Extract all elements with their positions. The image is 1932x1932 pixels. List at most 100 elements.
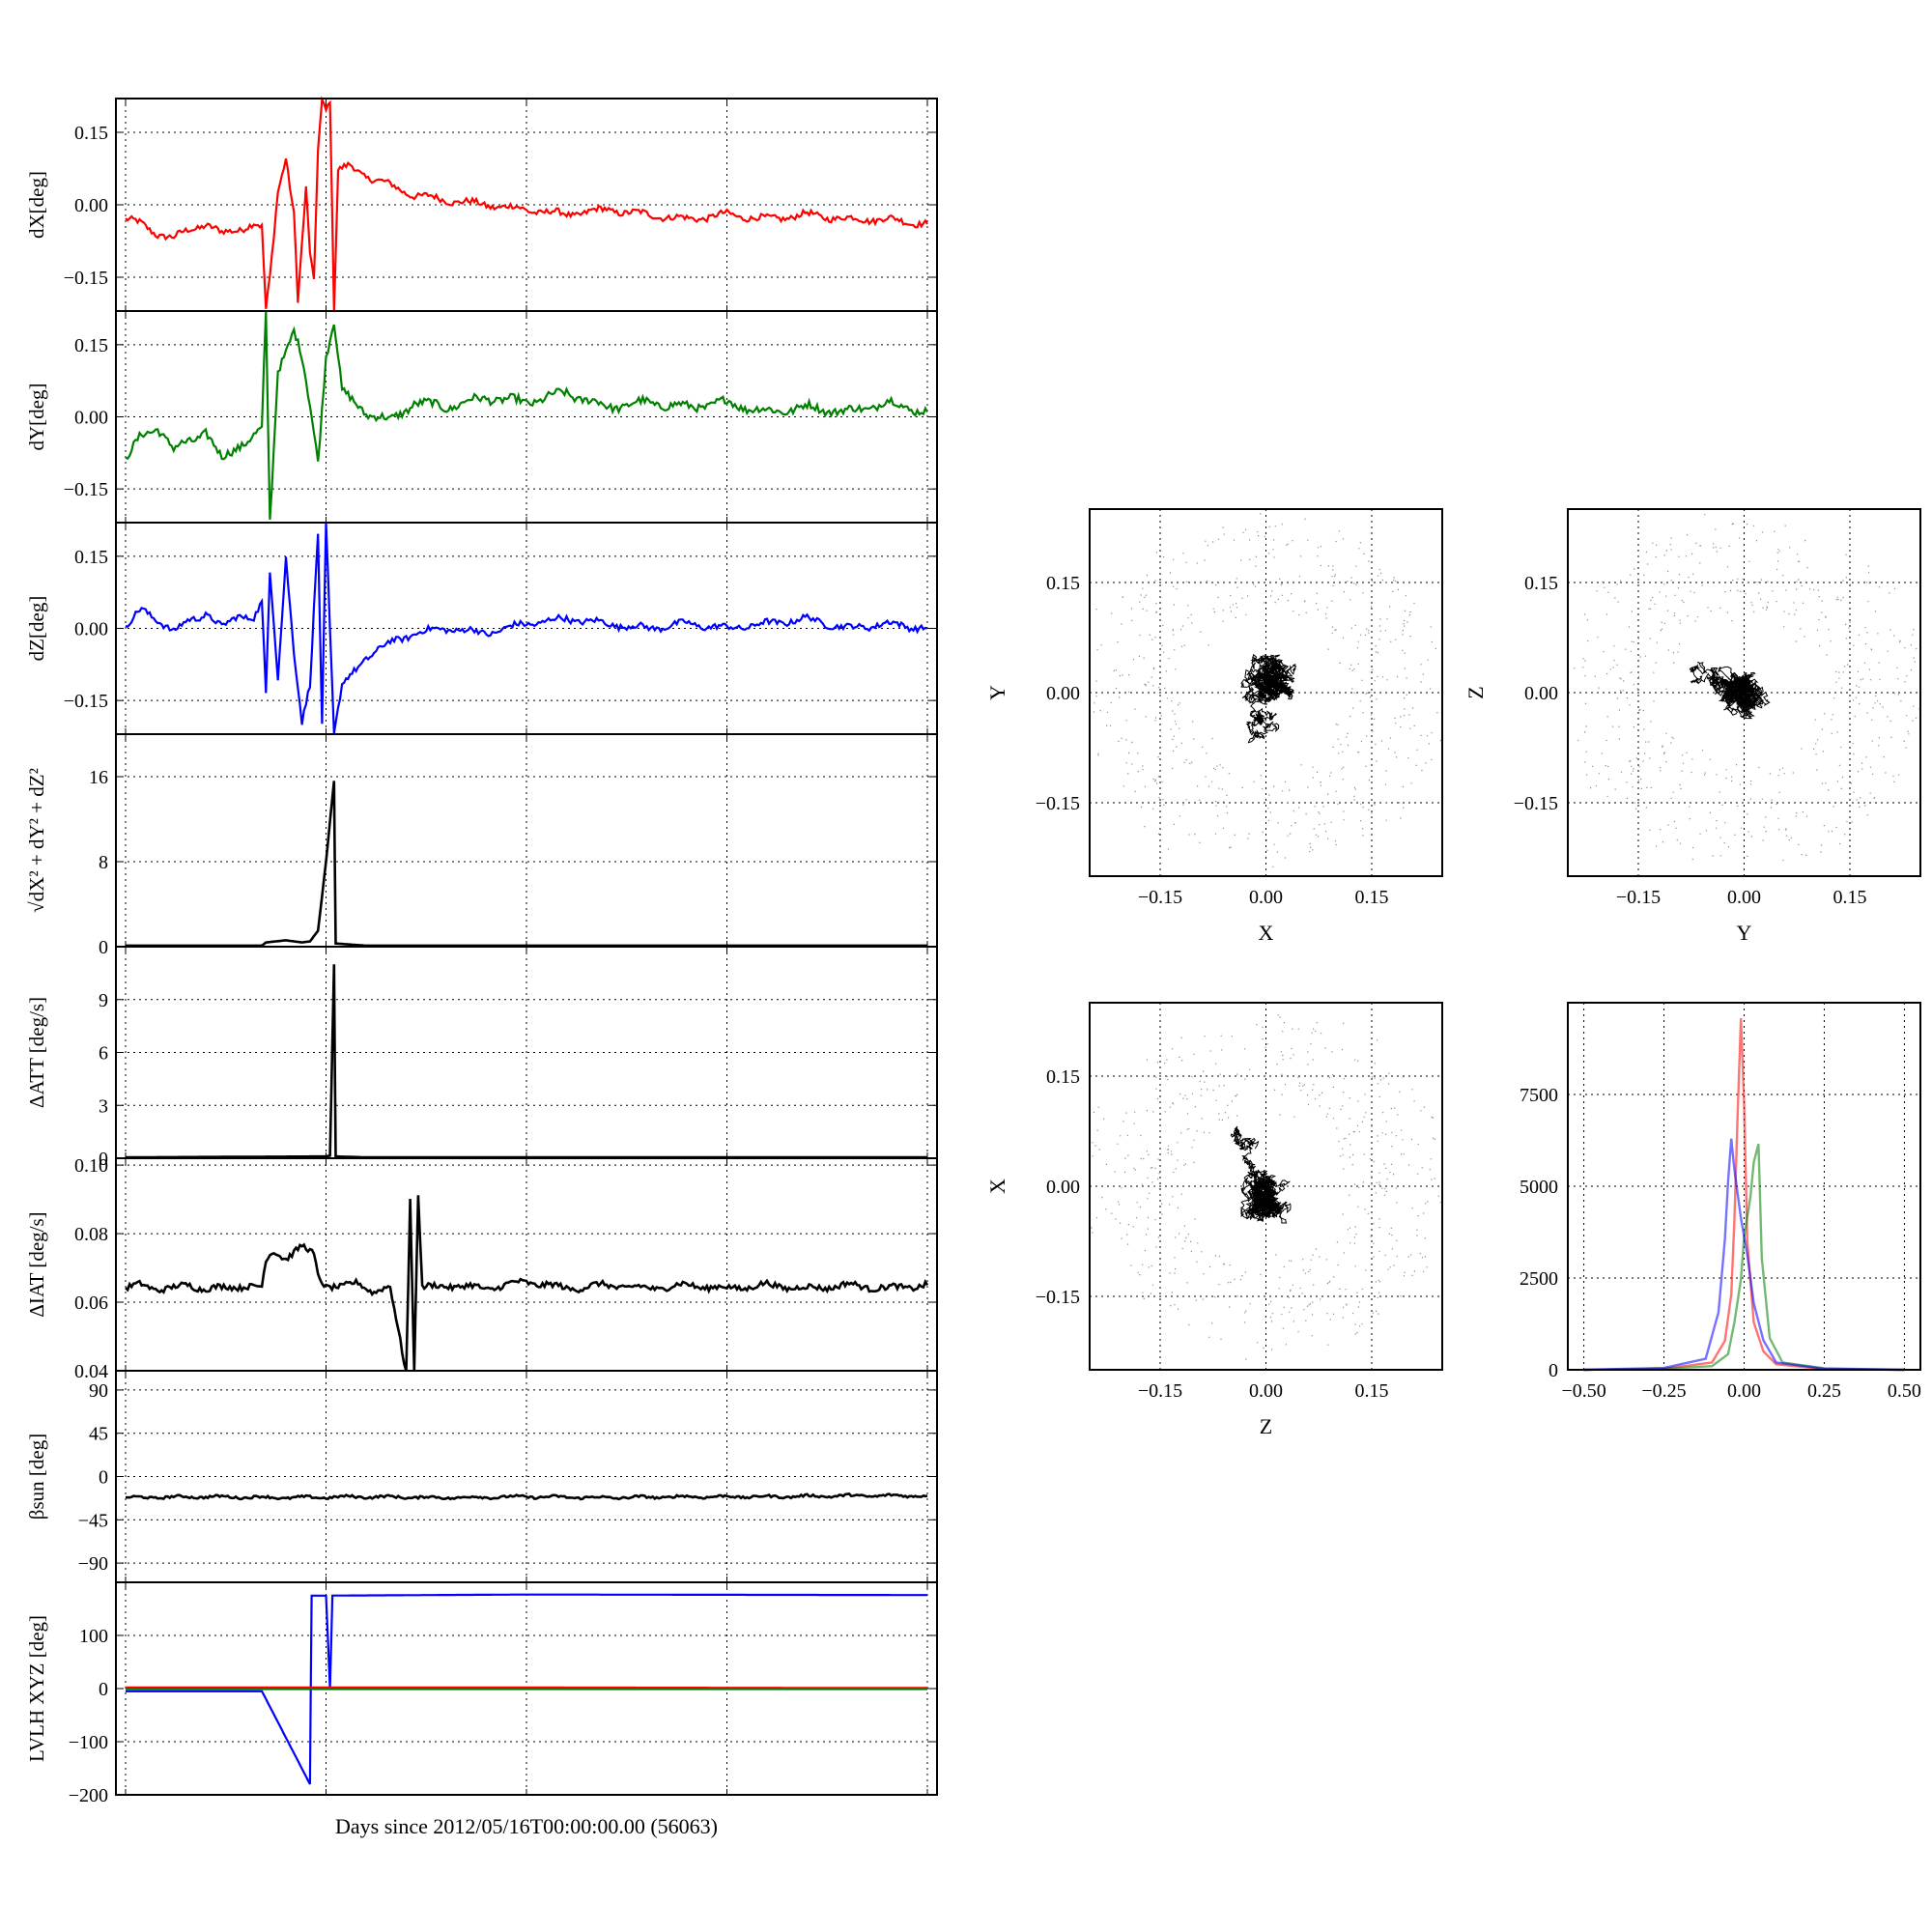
y-axis-label-dz: dZ[deg]: [25, 596, 48, 662]
y-tick-label: 16: [89, 767, 108, 788]
histogram-line-2: [1583, 1138, 1905, 1372]
y-tick-label: 0: [99, 1679, 108, 1700]
y-tick-label: 0.15: [1524, 573, 1558, 594]
y-tick-label: 100: [79, 1626, 108, 1647]
x-tick-label: 0.15: [1833, 887, 1867, 908]
y-tick-label: 0.00: [74, 619, 108, 640]
y-tick-label: 2500: [1520, 1268, 1558, 1290]
y-tick-label: 0: [99, 937, 108, 958]
y-axis-label-scatter_xy: Y: [985, 685, 1009, 700]
panel-frame: [1567, 508, 1921, 877]
y-tick-label: −45: [78, 1510, 108, 1531]
cluster-trace: [1689, 661, 1771, 720]
panel-frame: [115, 1581, 938, 1796]
y-tick-label: 0.15: [74, 123, 108, 144]
y-tick-label: −0.15: [1514, 793, 1558, 814]
panel-frame: [1089, 508, 1443, 877]
series-line-beta-0: [125, 1492, 928, 1501]
series-line-dx-0: [125, 96, 928, 312]
y-tick-label: 0.00: [1046, 1177, 1080, 1198]
cluster-trace: [1240, 653, 1297, 744]
x-axis-label: Days since 2012/05/16T00:00:00.00 (56063…: [335, 1814, 718, 1838]
y-tick-label: 0.08: [74, 1224, 108, 1245]
x-tick-label: 0.00: [1727, 1380, 1761, 1402]
y-tick-label: −0.15: [64, 479, 108, 500]
y-tick-label: 0.06: [74, 1293, 108, 1314]
panel-scatter_yz: −0.15 0.00 0.15 0.15 0.00 −0.15 Y Z: [1463, 508, 1921, 945]
x-axis-label-scatter_zx: Z: [1260, 1414, 1272, 1438]
faint-points: [1093, 513, 1443, 867]
panel-frame: [1567, 1002, 1921, 1371]
panel-histogram: −0.50 −0.25 0.00 0.25 0.50 7500 5000 2500 0: [1520, 1002, 1921, 1402]
y-tick-label: 8: [99, 852, 108, 873]
x-tick-label: 0.15: [1355, 1380, 1389, 1402]
y-tick-label: 6: [99, 1043, 108, 1065]
y-tick-label: 3: [99, 1095, 108, 1117]
faint-points: [1574, 514, 1920, 862]
x-tick-label: 0.25: [1807, 1380, 1841, 1402]
series-line-dy-0: [125, 310, 928, 520]
y-axis-label-scatter_yz: Z: [1463, 686, 1488, 698]
y-tick-label: −0.15: [1036, 1287, 1080, 1308]
panel-scatter_xy: −0.15 0.00 0.15 0.15 0.00 −0.15 X Y: [985, 508, 1443, 945]
y-tick-label: −0.15: [64, 268, 108, 289]
series-line-dz-0: [125, 522, 928, 734]
y-tick-label: 0.04: [74, 1361, 108, 1382]
series-line-lvlh-0: [126, 1593, 927, 1785]
y-tick-label: −100: [69, 1732, 108, 1753]
y-axis-label-norm: √dX² + dY² + dZ²: [25, 768, 48, 913]
x-axis-label-scatter_yz: Y: [1737, 921, 1752, 945]
series-line-lvlh-1: [126, 1686, 928, 1690]
y-tick-label: 0.00: [74, 195, 108, 216]
panel-diat: 0.10 0.08 0.06 0.04 ΔIAT [deg/s]: [25, 1155, 938, 1382]
y-axis-label-dx: dX[deg]: [25, 171, 48, 239]
y-tick-label: 9: [99, 990, 108, 1011]
y-axis-label-scatter_zx: X: [985, 1179, 1009, 1194]
y-axis-label-beta: βsun [deg]: [25, 1434, 48, 1520]
histogram-line-1: [1583, 1143, 1905, 1372]
y-tick-label: −90: [78, 1553, 108, 1575]
histogram-line-0: [1583, 1018, 1905, 1372]
x-tick-label: −0.25: [1641, 1380, 1686, 1402]
y-tick-label: 45: [89, 1424, 108, 1445]
y-tick-label: −0.15: [1036, 793, 1080, 814]
y-tick-label: 0: [1548, 1360, 1558, 1381]
y-tick-label: −200: [69, 1785, 108, 1806]
panel-scatter_zx: −0.15 0.00 0.15 0.15 0.00 −0.15 Z X: [985, 1002, 1443, 1438]
faint-points: [1091, 1014, 1441, 1360]
cluster-trace: [1230, 1125, 1292, 1224]
x-tick-label: 0.00: [1249, 887, 1283, 908]
series-line-norm-0: [126, 781, 927, 948]
y-tick-label: 0.15: [1046, 1066, 1080, 1088]
x-tick-label: −0.15: [1138, 887, 1182, 908]
x-tick-label: −0.50: [1561, 1380, 1605, 1402]
y-tick-label: 5000: [1520, 1177, 1558, 1198]
y-axis-label-lvlh: LVLH XYZ [deg]: [25, 1615, 48, 1762]
y-tick-label: 0: [99, 1467, 108, 1489]
y-tick-label: 7500: [1520, 1085, 1558, 1106]
x-tick-label: 0.00: [1727, 887, 1761, 908]
y-tick-label: 0: [99, 1149, 108, 1170]
y-axis-label-datt: ΔATT [deg/s]: [25, 997, 48, 1108]
y-tick-label: 0.00: [1046, 683, 1080, 704]
y-tick-label: 0.00: [1524, 683, 1558, 704]
x-tick-label: −0.15: [1138, 1380, 1182, 1402]
y-tick-label: 0.15: [74, 547, 108, 568]
panel-lvlh: 100 0 −100 −200 LVLH XYZ [deg]: [25, 1581, 938, 1806]
y-axis-label-dy: dY[deg]: [25, 384, 48, 451]
y-tick-label: 0.15: [1046, 573, 1080, 594]
y-tick-label: 0.00: [74, 408, 108, 429]
y-tick-label: 0.15: [74, 335, 108, 356]
y-tick-label: 0.10: [74, 1155, 108, 1177]
y-tick-label: 90: [89, 1380, 108, 1402]
panel-dx: 0.15 0.00 −0.15 dX[deg]: [25, 96, 938, 312]
x-tick-label: 0.15: [1355, 887, 1389, 908]
x-tick-label: 0.50: [1888, 1380, 1921, 1402]
panel-beta: 90 45 0 −45 −90 βsun [deg]: [25, 1370, 938, 1583]
y-axis-label-diat: ΔIAT [deg/s]: [25, 1211, 48, 1317]
series-line-diat-0: [125, 1195, 929, 1372]
panel-dy: 0.15 0.00 −0.15 dY[deg]: [25, 310, 938, 524]
panel-frame: [1089, 1002, 1443, 1371]
y-tick-label: −0.15: [64, 691, 108, 712]
